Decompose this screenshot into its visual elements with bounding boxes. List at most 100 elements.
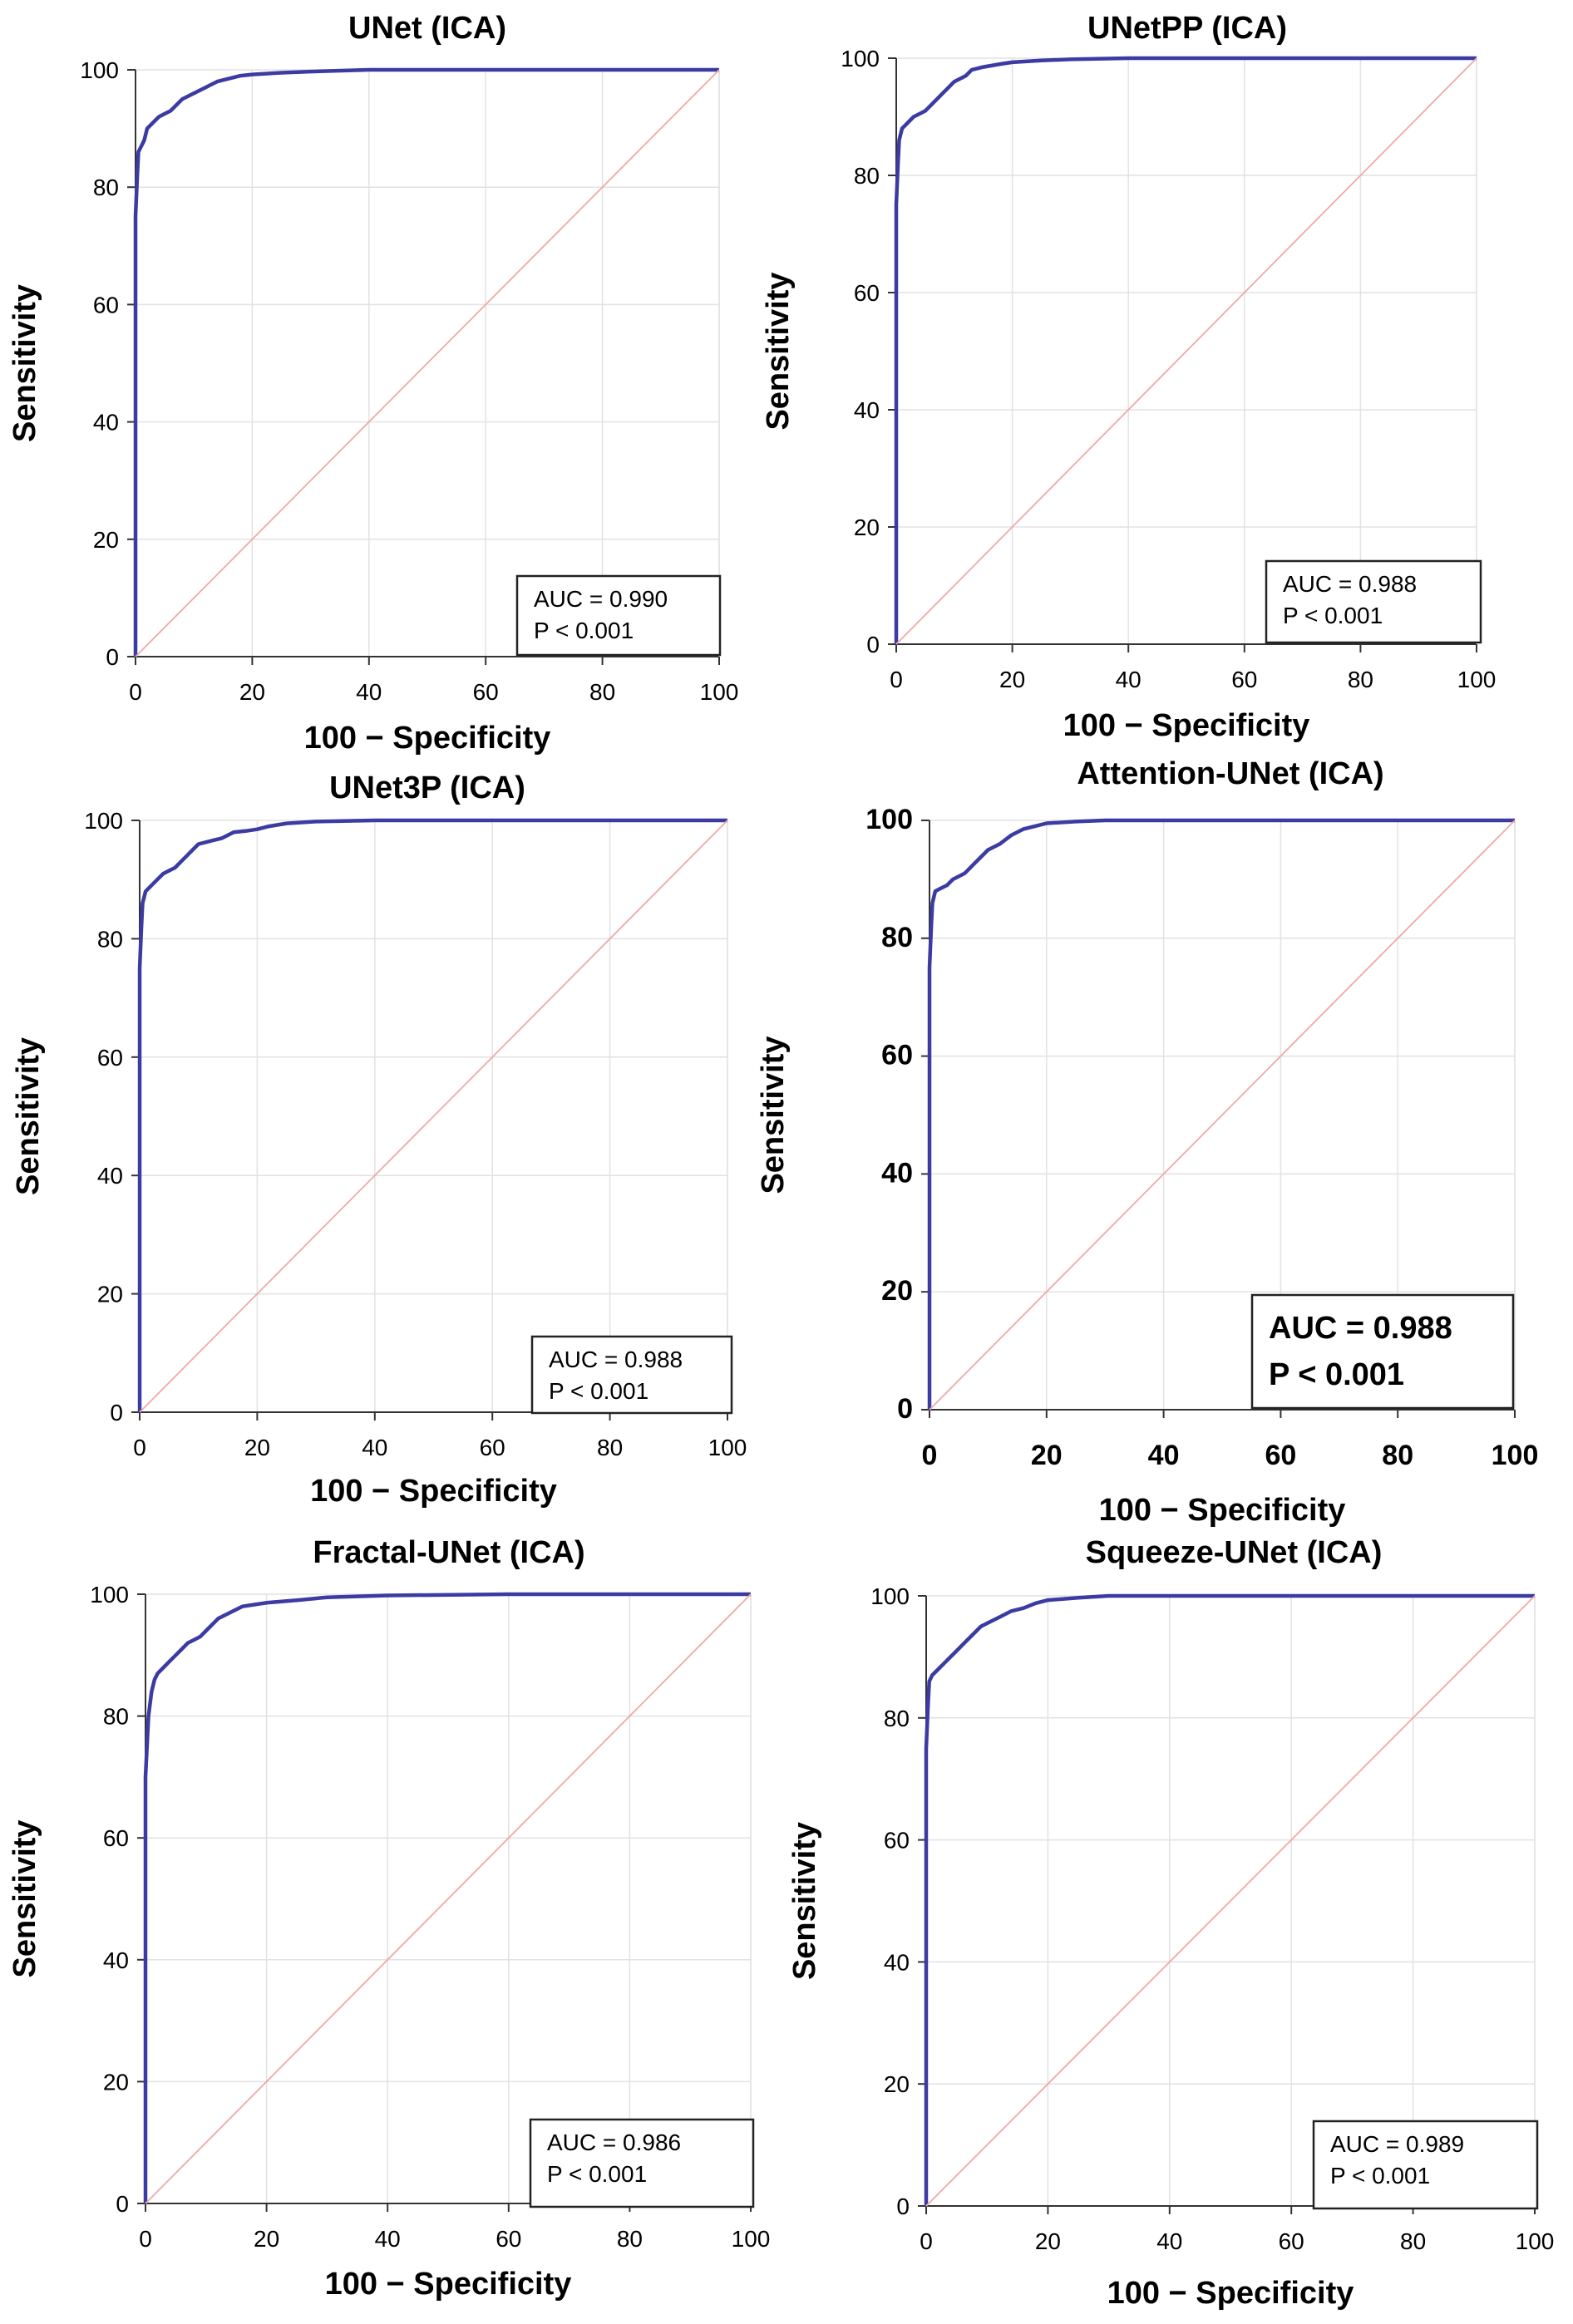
chart-title: Fractal-UNet (ICA) [313,1535,584,1570]
x-tick-label: 60 [473,679,499,705]
auc-value-label: AUC = 0.988 [1269,1311,1452,1346]
reference-diagonal-line [895,57,1477,645]
y-axis-label: Sensitivity [761,272,796,430]
y-tick-label: 60 [97,1045,123,1071]
y-tick-label: 100 [90,1582,129,1608]
y-tick-label: 80 [103,1704,129,1730]
p-value-label: P < 0.001 [547,2161,647,2187]
chart-title: UNetPP (ICA) [1087,11,1287,46]
auc-value-label: AUC = 0.988 [1283,571,1417,597]
x-tick-label: 40 [1116,667,1142,692]
x-tick-label: 20 [1031,1440,1063,1471]
y-tick-label: 100 [865,804,913,835]
p-value-label: P < 0.001 [1283,603,1383,628]
x-axis-label: 100 − Specificity [325,2267,572,2302]
x-axis-label: 100 − Specificity [1107,2276,1354,2311]
y-tick-label: 0 [106,644,119,670]
chart-title: Attention-UNet (ICA) [1077,756,1383,791]
x-axis-label: 100 − Specificity [310,1474,557,1509]
chart-title: UNet (ICA) [348,11,506,46]
auc-value-label: AUC = 0.990 [534,586,668,612]
x-tick-label: 40 [375,2226,401,2252]
x-tick-label: 0 [139,2226,152,2252]
reference-diagonal-line [925,1595,1536,2207]
x-tick-label: 80 [617,2226,643,2252]
x-tick-label: 40 [1148,1440,1180,1471]
y-tick-label: 100 [84,808,123,834]
p-value-label: P < 0.001 [534,618,634,643]
reference-diagonal-line [135,69,720,657]
y-tick-label: 0 [116,2191,129,2217]
reference-diagonal-line [145,1593,752,2204]
x-tick-label: 80 [589,679,615,705]
p-value-label: P < 0.001 [549,1378,648,1404]
y-tick-label: 80 [881,922,913,953]
chart-title: Squeeze-UNet (ICA) [1086,1535,1383,1570]
x-tick-label: 100 [1457,667,1497,692]
y-tick-label: 100 [80,57,119,83]
y-tick-label: 40 [884,1949,910,1975]
y-tick-label: 0 [110,1400,123,1425]
y-tick-label: 40 [93,410,119,436]
x-tick-label: 0 [922,1440,938,1471]
x-tick-label: 0 [129,679,142,705]
chart-title: UNet3P (ICA) [329,771,525,805]
roc-curve-line [143,1592,751,2203]
y-tick-label: 40 [97,1163,123,1189]
roc-curve-line [133,67,719,657]
y-tick-label: 60 [884,1828,910,1854]
y-axis-label: Sensitivity [7,284,42,442]
roc-panel-4: 0 20 40 60 80 100 0 20 40 60 80 100 Attention-UNet (… [756,756,1538,1528]
stats-box [1265,559,1482,644]
x-tick-label: 20 [254,2226,279,2252]
y-tick-label: 60 [854,280,880,306]
x-tick-label: 100 [732,2226,771,2252]
p-value-label: P < 0.001 [1269,1357,1404,1392]
y-tick-label: 40 [854,397,880,423]
auc-value-label: AUC = 0.989 [1330,2131,1464,2157]
stats-box [530,1335,733,1415]
stats-box [1312,2120,1539,2210]
x-tick-label: 80 [597,1435,623,1460]
x-tick-label: 100 [1492,1440,1539,1471]
y-tick-label: 80 [854,163,880,189]
x-tick-label: 100 [1516,2228,1555,2254]
reference-diagonal-line [139,820,728,1413]
roc-curve-line [924,1593,1535,2206]
x-tick-label: 40 [356,679,382,705]
y-axis-label: Sensitivity [787,1822,822,1980]
x-tick-label: 0 [920,2228,933,2254]
stats-box [529,2118,755,2208]
y-tick-label: 0 [896,2194,910,2219]
auc-value-label: AUC = 0.988 [549,1347,683,1372]
y-tick-label: 40 [103,1947,129,1973]
y-tick-label: 80 [93,175,119,200]
y-tick-label: 80 [97,926,123,952]
roc-panel-5: 0 20 40 60 80 100 0 20 40 60 80 100 Fractal-UNet (IC… [7,1535,770,2302]
x-tick-label: 0 [133,1435,146,1460]
x-tick-label: 20 [999,667,1025,692]
x-tick-label: 60 [480,1435,505,1460]
x-tick-label: 60 [1279,2228,1304,2254]
x-tick-label: 60 [1265,1440,1296,1471]
y-tick-label: 0 [866,632,880,657]
x-tick-label: 100 [700,679,739,705]
y-axis-label: Sensitivity [756,1036,791,1194]
reference-diagonal-line [929,820,1516,1411]
roc-curve-line [927,818,1515,1410]
roc-curve-line [894,56,1477,644]
x-tick-label: 80 [1382,1440,1413,1471]
x-tick-label: 20 [239,679,265,705]
y-axis-label: Sensitivity [11,1037,46,1195]
y-tick-label: 100 [841,46,880,71]
y-tick-label: 20 [854,515,880,540]
x-tick-label: 20 [1035,2228,1061,2254]
y-axis-label: Sensitivity [7,1819,42,1977]
roc-panel-1: 0 20 40 60 80 100 0 20 40 60 80 100 UNet (ICA) 100 − … [7,11,738,756]
y-tick-label: 0 [897,1393,913,1425]
x-tick-label: 60 [1231,667,1257,692]
x-tick-label: 40 [362,1435,387,1460]
y-tick-label: 20 [103,2069,129,2095]
y-tick-label: 80 [884,1706,910,1731]
y-tick-label: 60 [103,1825,129,1851]
